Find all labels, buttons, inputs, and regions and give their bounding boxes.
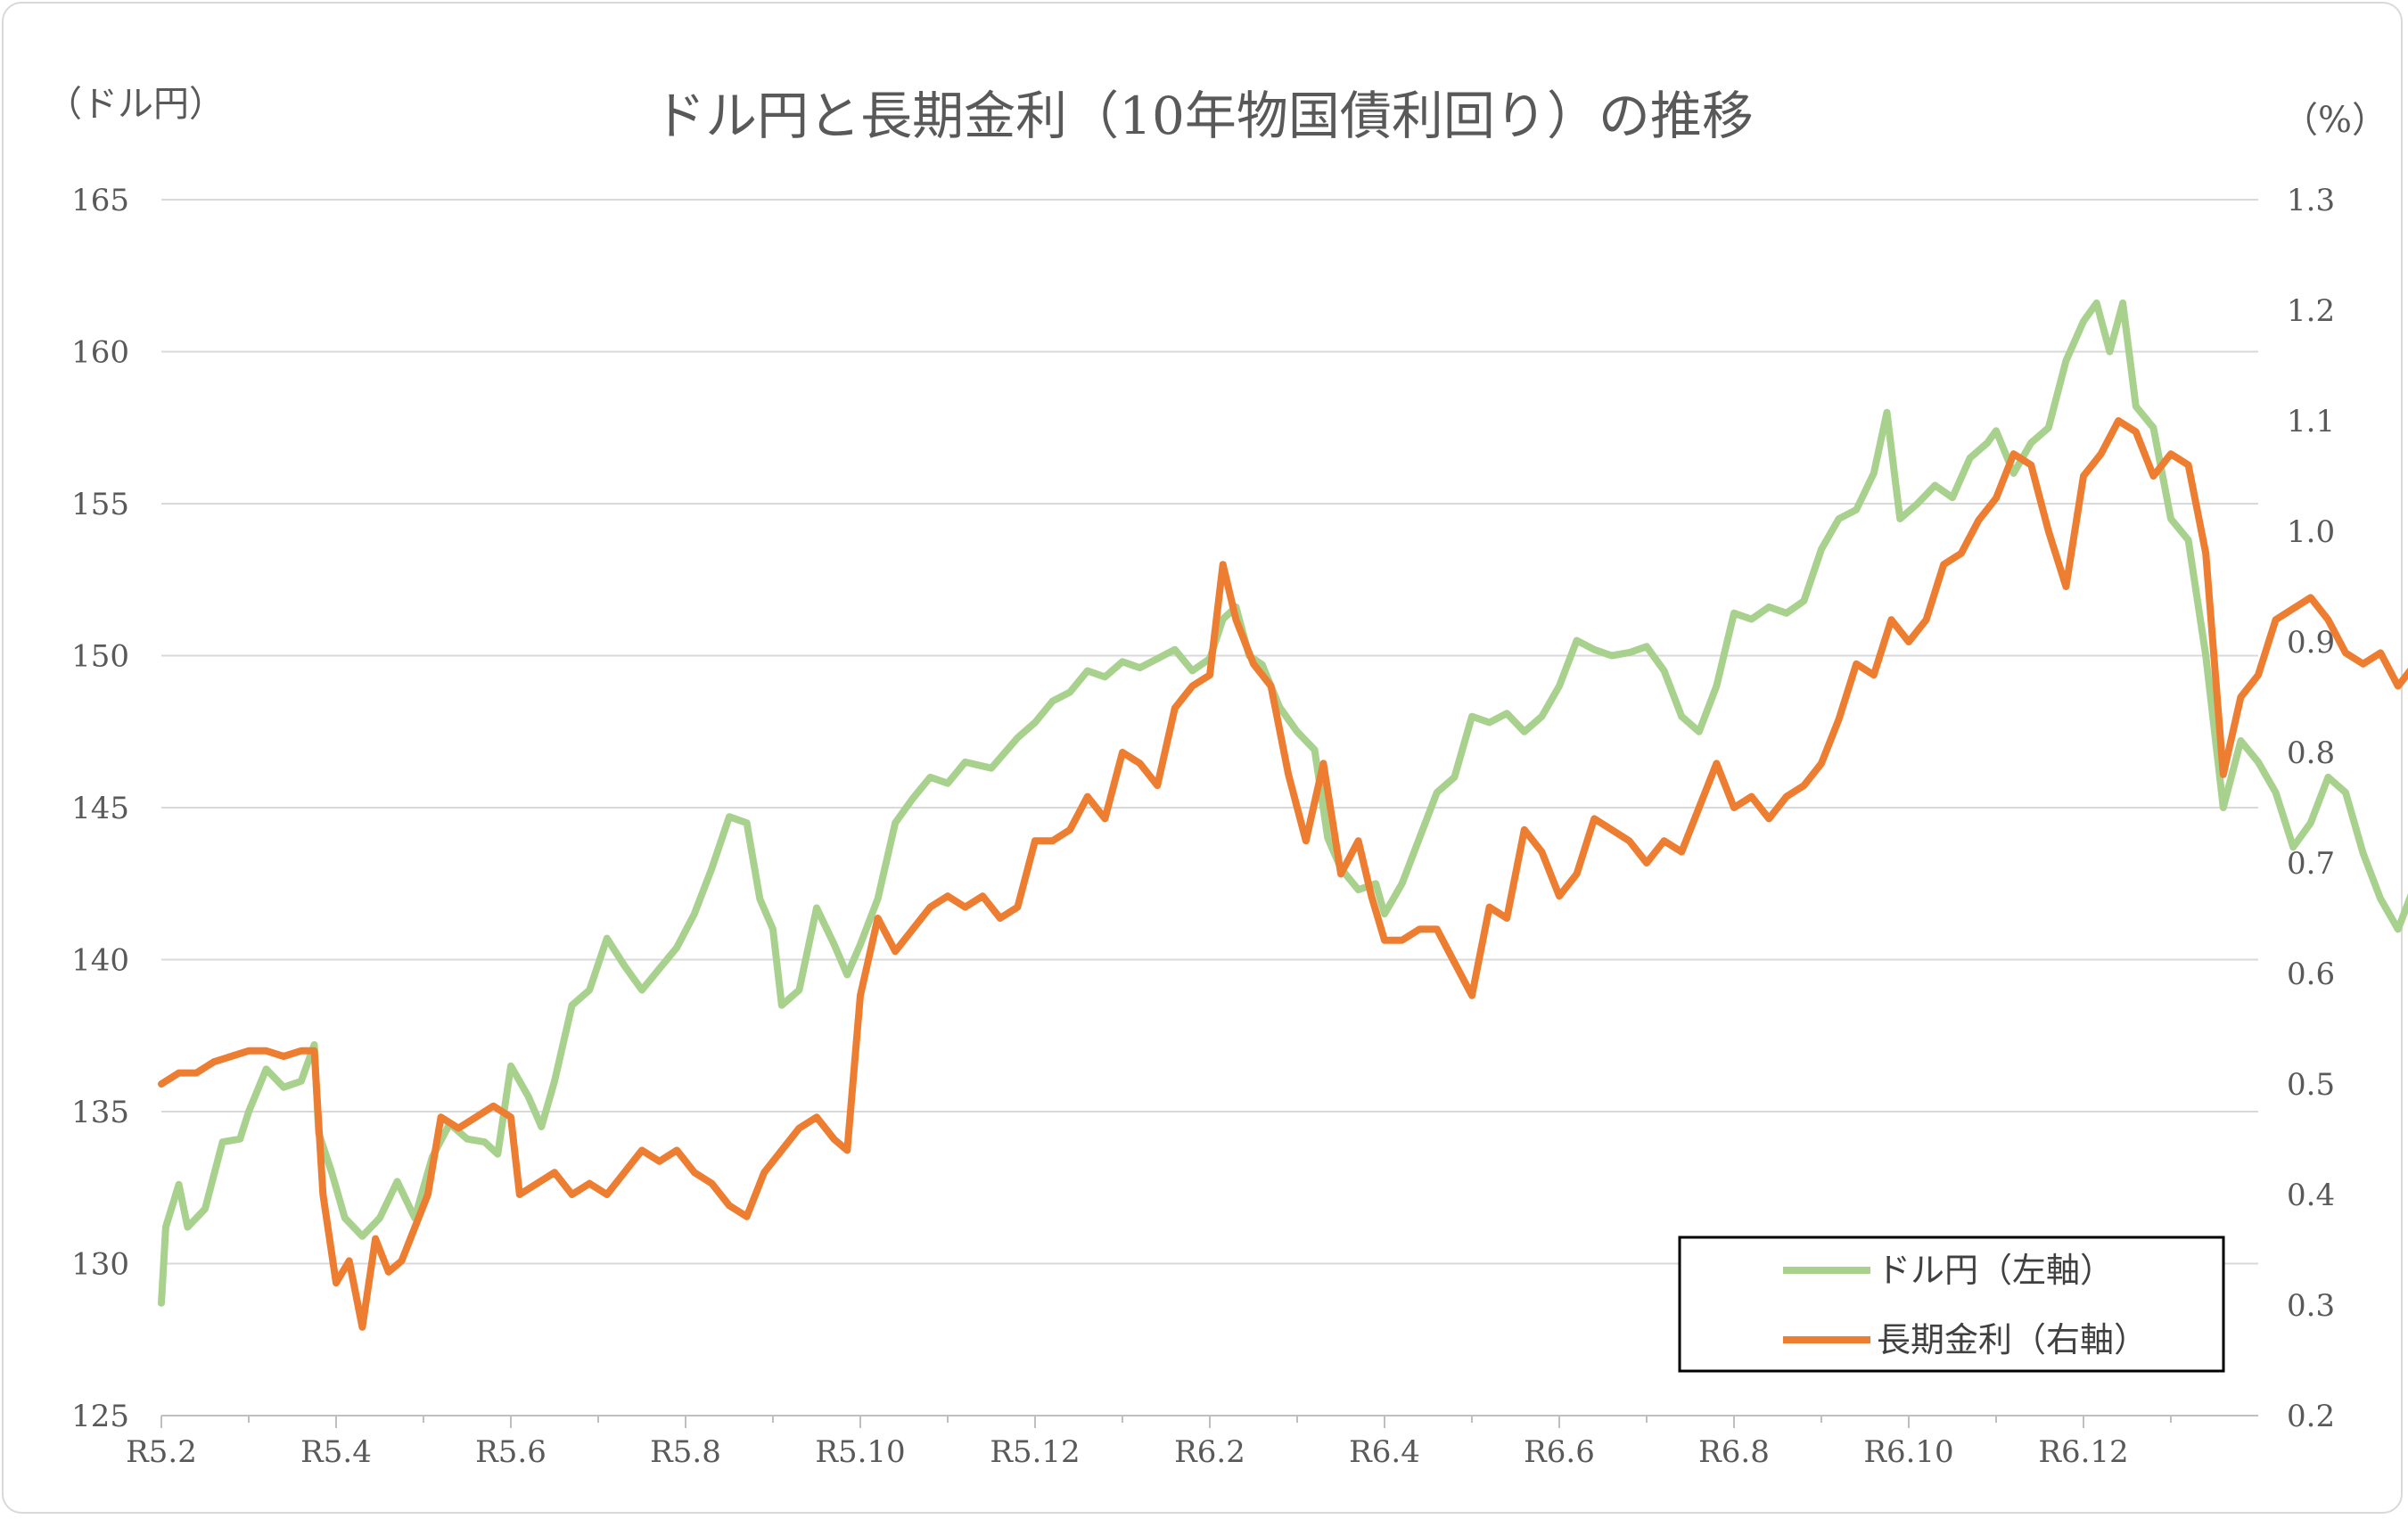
left-tick-label: 140 [71,943,129,979]
left-axis-unit: （ドル円） [46,84,225,125]
right-tick-label: 0.6 [2287,957,2335,992]
x-tick-label: R5.12 [990,1434,1080,1470]
left-tick-label: 125 [71,1399,129,1434]
chart-title: ドル円と長期金利（10年物国債利回り）の推移 [653,86,1754,146]
left-tick-label: 155 [71,487,129,522]
x-tick-label: R5.10 [815,1434,905,1470]
right-tick-label: 1.0 [2287,514,2335,550]
left-tick-label: 130 [71,1247,129,1283]
left-tick-label: 135 [71,1095,129,1130]
x-tick-label: R6.2 [1174,1434,1245,1470]
right-tick-label: 1.3 [2287,183,2335,218]
right-tick-label: 0.5 [2287,1067,2335,1103]
grid [161,199,2258,1416]
x-tick-label: R6.6 [1524,1434,1595,1470]
x-tick-label: R5.2 [126,1434,197,1470]
left-tick-label: 165 [71,183,129,218]
usdjpy-line [158,299,2408,1307]
right-tick-label: 1.2 [2287,293,2335,329]
legend-label-jgb-yield: 長期金利（右軸） [1877,1320,2148,1359]
x-tick-label: R5.8 [650,1434,721,1470]
right-tick-label: 0.9 [2287,625,2335,661]
right-axis-unit: （%） [2282,100,2387,141]
x-tick-label: R6.4 [1349,1434,1420,1470]
right-tick-label: 0.3 [2287,1288,2335,1324]
right-tick-label: 1.1 [2287,404,2335,439]
legend: ドル円（左軸） 長期金利（右軸） [1678,1236,2225,1373]
left-tick-label: 160 [71,335,129,371]
left-tick-label: 150 [71,639,129,675]
jgb-yield-line [158,417,2408,1331]
series-lines [158,299,2408,1331]
x-tick-label: R6.12 [2038,1434,2128,1470]
right-tick-label: 0.8 [2287,735,2335,771]
right-tick-label: 0.4 [2287,1178,2335,1213]
legend-label-usdjpy: ドル円（左軸） [1877,1251,2114,1290]
right-tick-label: 0.2 [2287,1399,2335,1434]
x-tick-label: R6.8 [1698,1434,1770,1470]
x-tick-label: R6.10 [1863,1434,1953,1470]
x-tick-label: R5.6 [475,1434,547,1470]
legend-box [1678,1236,2225,1373]
left-tick-label: 145 [71,791,129,826]
axes: 125 130 135 140 145 150 155 160 165 0.2 0.3 0.4 0.5 0… [71,183,2335,1470]
x-tick-label: R5.4 [300,1434,372,1470]
right-tick-label: 0.7 [2287,846,2335,882]
